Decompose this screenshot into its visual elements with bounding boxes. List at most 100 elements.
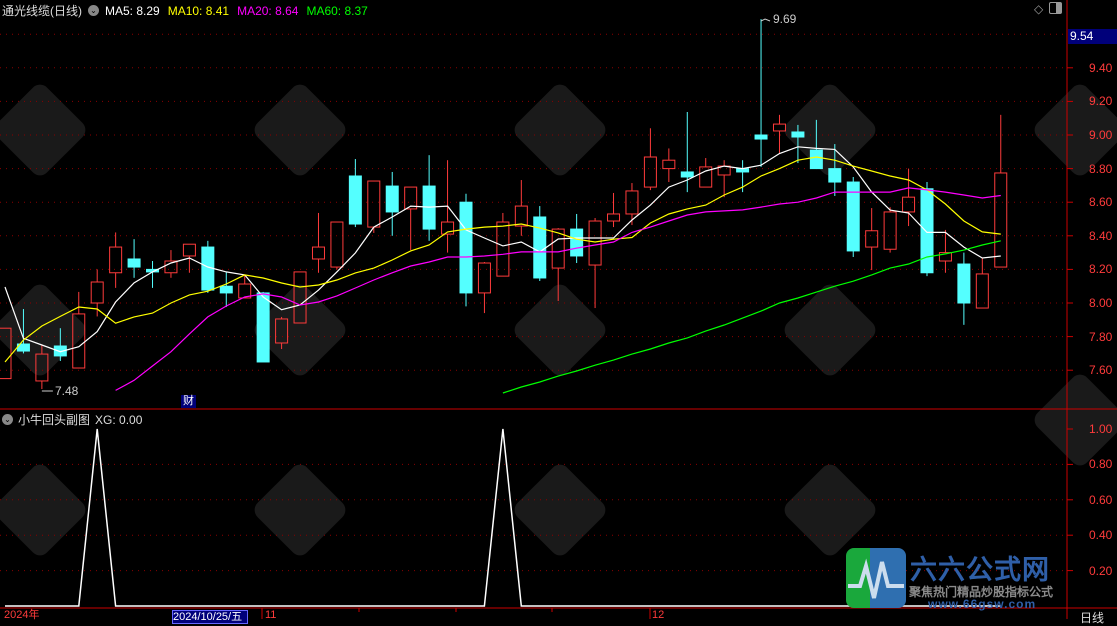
candle [35, 345, 49, 390]
candle [551, 228, 565, 301]
ma-legend-item: MA20: 8.64 [237, 3, 299, 18]
price-label: 8.40 [1089, 228, 1113, 243]
candle [662, 148, 676, 183]
candle-body [293, 271, 307, 324]
candle-body [441, 221, 455, 235]
high-arrow [760, 18, 771, 22]
candle-body [551, 228, 565, 269]
candle [219, 271, 233, 308]
site-logo: 六六公式网 聚焦热门精品炒股指标公式 www.66gsw.com [846, 548, 1058, 611]
grid-lines [0, 33, 1073, 572]
watermark-logo [0, 84, 86, 176]
indicator-panel [5, 428, 1001, 607]
candle-body [496, 221, 510, 277]
candle [607, 192, 621, 228]
candle-body [90, 281, 104, 304]
stock-title[interactable]: 通光线缆(日线) [2, 4, 82, 18]
watermark-logo [0, 284, 86, 376]
watermark-logo [254, 464, 346, 556]
candle [182, 243, 196, 273]
candle-body [275, 318, 289, 344]
candle [311, 212, 325, 273]
candle-body [846, 181, 860, 252]
panel-toggle-icon[interactable] [1049, 2, 1063, 14]
candle-body [404, 186, 418, 210]
candle-body [164, 260, 178, 274]
candle [477, 262, 491, 314]
candle-body [828, 168, 842, 183]
price-label: 9.20 [1089, 94, 1113, 109]
indicator-label: 0.80 [1089, 457, 1113, 472]
candle [625, 183, 639, 226]
ma-legend: MA5: 8.29 MA10: 8.41 MA20: 8.64 MA60: 8.37 [105, 4, 368, 18]
watermark-logo [254, 84, 346, 176]
logo-url: www.66gsw.com [928, 597, 1037, 611]
candle-body [791, 131, 805, 138]
watermark-logo [1034, 84, 1117, 176]
candle [275, 316, 289, 350]
candle [846, 177, 860, 257]
finance-badge[interactable]: 财 [181, 395, 196, 408]
watermarks [0, 84, 1117, 556]
ma60-line [502, 240, 1001, 394]
ma20-line [115, 187, 1001, 391]
logo-pulse-icon [846, 548, 906, 608]
indicator-title[interactable]: 小牛回头副图 [18, 413, 91, 427]
candle-body [35, 353, 49, 382]
candle-body [459, 201, 473, 294]
candle-body [311, 246, 325, 260]
candle-body [920, 188, 934, 274]
candle [865, 208, 879, 271]
candle-body [182, 243, 196, 257]
candle-body [607, 213, 621, 222]
candle [920, 182, 934, 277]
month-11-label: 11 [265, 609, 277, 621]
candle [957, 252, 971, 325]
candle-body [643, 156, 657, 188]
candlesticks [0, 18, 1008, 392]
watermark-logo [784, 84, 876, 176]
candle-body [754, 134, 768, 140]
price-label: 8.60 [1089, 195, 1113, 210]
candle-body [127, 258, 141, 268]
candle [459, 193, 473, 307]
candle-body [570, 228, 584, 257]
low-price-annotation: 7.48 [55, 384, 79, 398]
diamond-icon[interactable]: ◇ [1034, 2, 1044, 16]
ma-legend-item: MA10: 8.41 [167, 3, 230, 18]
candle-body [883, 211, 897, 250]
price-label: 8.00 [1089, 296, 1113, 310]
period-label[interactable]: 日线 [1080, 611, 1105, 625]
panel-icons: ◇ [1034, 2, 1063, 16]
indicator-label: 0.60 [1089, 492, 1113, 507]
candle-body [533, 216, 547, 279]
candle [256, 291, 270, 363]
dropdown-chevron-icon[interactable]: ⌄ [88, 5, 99, 16]
xg-line [5, 428, 1001, 607]
candle [0, 327, 12, 380]
candle-body [514, 205, 528, 227]
candle-body [238, 283, 252, 299]
candle [975, 257, 989, 309]
candle-body [975, 273, 989, 309]
ma10-line [4, 156, 1001, 363]
candle-body [219, 285, 233, 294]
candle [902, 168, 916, 227]
candle [533, 206, 547, 281]
candle-body [938, 252, 952, 262]
candle [53, 328, 67, 361]
high-price-annotation: 9.69 [773, 12, 797, 26]
candle-body [348, 175, 362, 225]
candle-body [699, 166, 713, 188]
candle [109, 232, 123, 288]
candle [643, 128, 657, 191]
dropdown-chevron-icon[interactable]: ⌄ [2, 414, 13, 425]
candle [809, 119, 823, 170]
indicator-header: ⌄ 小牛回头副图 XG: 0.00 [2, 411, 142, 428]
candle-body [680, 171, 694, 178]
candle-body [994, 172, 1008, 268]
ma-legend-item: MA5: 8.29 [105, 3, 160, 18]
candle-body [72, 313, 86, 369]
candle-body [256, 292, 270, 363]
